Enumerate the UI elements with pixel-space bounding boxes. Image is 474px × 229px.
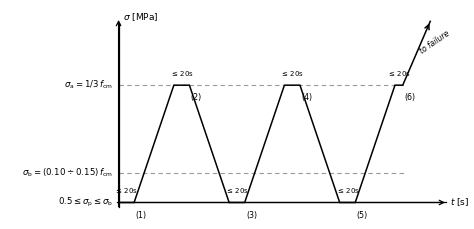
Text: $\leq\,$20s: $\leq\,$20s bbox=[387, 69, 411, 78]
Text: (5): (5) bbox=[356, 211, 368, 220]
Text: (3): (3) bbox=[246, 211, 257, 220]
Text: to failure: to failure bbox=[418, 29, 452, 55]
Text: (1): (1) bbox=[136, 211, 146, 220]
Text: $\leq\,$20s: $\leq\,$20s bbox=[225, 186, 249, 196]
Text: (2): (2) bbox=[191, 93, 202, 102]
Text: (4): (4) bbox=[301, 93, 312, 102]
Text: $\leq\,$20s: $\leq\,$20s bbox=[170, 69, 193, 78]
Text: $\leq\,$20s: $\leq\,$20s bbox=[280, 69, 304, 78]
Text: $\sigma_{\mathrm{a}} = 1/3\,f_{\mathrm{cm}}$: $\sigma_{\mathrm{a}} = 1/3\,f_{\mathrm{c… bbox=[64, 79, 113, 91]
Text: (6): (6) bbox=[404, 93, 415, 102]
Text: $\sigma_{\mathrm{b}} = (0.10 \div 0.15)\,f_{\mathrm{cm}}$: $\sigma_{\mathrm{b}} = (0.10 \div 0.15)\… bbox=[22, 167, 113, 179]
Text: $\sigma$ [MPa]: $\sigma$ [MPa] bbox=[123, 11, 158, 23]
Text: $\leq\,$20s: $\leq\,$20s bbox=[336, 186, 359, 196]
Text: $t$ [s]: $t$ [s] bbox=[449, 197, 469, 208]
Text: $0.5 \leq \sigma_{\mathrm{p}} \leq \sigma_{\mathrm{b}}$: $0.5 \leq \sigma_{\mathrm{p}} \leq \sigm… bbox=[58, 196, 113, 209]
Text: $\leq\,$20s: $\leq\,$20s bbox=[114, 186, 138, 196]
